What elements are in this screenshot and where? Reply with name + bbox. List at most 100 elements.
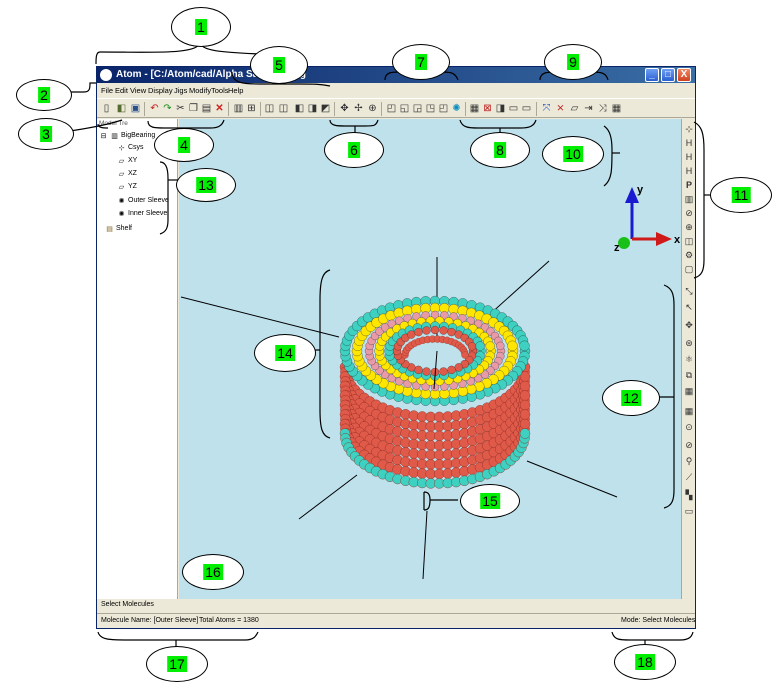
screen-icon[interactable]: ▭ [684,506,694,516]
3d-viewport[interactable]: y x z [179,119,681,599]
extrude-icon[interactable]: ⊘ [685,208,693,218]
atom-icon[interactable]: ⚛ [684,354,694,364]
atom [422,367,431,376]
redo-icon[interactable]: ↷ [163,103,172,114]
atom [480,323,490,332]
zoom-icon[interactable]: ✥ [340,103,349,114]
tree-item-shelf[interactable]: ▤ Shelf [105,225,132,234]
view-icon[interactable]: ◨ [307,103,318,114]
revolve-icon[interactable]: ⊕ [685,222,693,232]
delete-icon[interactable]: ✕ [215,103,224,114]
view-icon[interactable]: ◧ [294,103,305,114]
select-atoms-icon[interactable]: ⊹ [685,124,693,134]
grid-icon[interactable]: ⊠ [483,103,492,114]
tree-item-csys[interactable]: ⊹ Csys [117,144,144,153]
molecule-icon: ✺ [118,198,125,205]
color-icon[interactable]: ▚ [685,490,693,500]
menu-view[interactable]: View [130,86,147,95]
grid-icon[interactable]: ▭ [521,103,532,114]
fuse-icon[interactable]: ⊘ [685,440,693,450]
rotate-icon[interactable]: ⊕ [368,103,377,114]
select-icon[interactable]: ↖ [685,302,693,312]
gear-icon[interactable]: ⚙ [684,250,694,260]
menu-display[interactable]: Display [148,86,173,95]
jig-icon[interactable]: ▦ [611,103,622,114]
ruler-icon[interactable]: ⟋ [685,472,693,482]
tree-item-label: XZ [128,170,137,177]
view-icon[interactable]: ◫ [278,103,289,114]
close-button[interactable]: X [677,68,691,82]
csys-icon: ⊹ [118,145,125,152]
menu-tools[interactable]: Tools [211,86,229,95]
rotate-icon[interactable]: ⊛ [685,338,693,348]
tree-item-xy[interactable]: ▱ XY [117,157,138,166]
h-icon[interactable]: H [685,166,693,176]
atom [430,325,440,335]
atom [447,365,456,375]
maximize-button[interactable]: □ [661,68,675,82]
menu-edit[interactable]: Edit [115,86,128,95]
p-icon[interactable]: P [685,180,692,190]
display-style-icon[interactable]: ◲ [412,103,423,114]
grid-icon[interactable]: ◨ [495,103,506,114]
tree-item-yz[interactable]: ▱ YZ [117,183,137,192]
atom [486,366,495,375]
part-icon[interactable]: ▥ [233,103,244,114]
undo-icon[interactable]: ↶ [150,103,159,114]
cookie-icon[interactable]: ▥ [684,194,694,204]
bond-icon[interactable]: ▦ [684,386,694,396]
tree-item-xz[interactable]: ▱ XZ [117,170,137,179]
jig-icon[interactable]: ⤨ [598,103,607,114]
atom [467,342,477,351]
new-file-icon[interactable]: ▯ [103,103,110,114]
pan-icon[interactable]: ✢ [354,103,363,114]
atom [519,428,531,439]
jig-icon[interactable]: ▱ [570,103,579,114]
atom [507,340,518,351]
tree-item-bigbearing[interactable]: ⊟ ▥ BigBearing [99,132,156,141]
open-file-icon[interactable]: ◧ [116,103,127,114]
jig-icon[interactable]: ⨯ [556,103,565,114]
h-icon[interactable]: H [685,152,693,162]
sleeve-icon[interactable]: ◫ [684,236,694,246]
move-icon[interactable]: ⤡ [685,286,693,296]
command-line: Select Molecules [101,601,154,608]
tree-item-label: Shelf [116,225,132,232]
measure-icon[interactable]: ⊞ [247,103,256,114]
tree-item-inner-sleeve[interactable]: ✺ Inner Sleeve [117,210,168,219]
menu-file[interactable]: File [101,86,114,95]
bearing-model[interactable]: y x z [179,119,681,599]
menu-help[interactable]: Help [228,86,244,95]
h-icon[interactable]: H [685,138,693,148]
menu-jigs[interactable]: Jigs [174,86,188,95]
translate-icon[interactable]: ✥ [685,320,693,330]
fuse-icon[interactable]: ⚲ [685,456,693,466]
display-style-icon[interactable]: ◱ [399,103,410,114]
display-style-icon[interactable]: ✺ [452,103,461,114]
jig-icon[interactable]: ⇥ [584,103,593,114]
grid-icon[interactable]: ▦ [684,406,694,416]
box-icon[interactable]: ▢ [684,264,694,274]
cut-icon[interactable]: ✂ [176,103,185,114]
display-style-icon[interactable]: ◰ [386,103,397,114]
paste-icon[interactable]: ▤ [201,103,212,114]
save-icon[interactable]: ▣ [130,103,141,114]
atom [430,382,440,392]
view-icon[interactable]: ◫ [264,103,275,114]
grid-icon[interactable]: ▦ [469,103,480,114]
collapse-icon[interactable]: ⊟ [100,133,107,140]
fuse-icon[interactable]: ⊙ [685,422,693,432]
minimize-button[interactable]: _ [645,68,659,82]
z-axis-arrow [618,237,630,249]
move-icon[interactable]: ⧉ [685,370,693,380]
display-style-icon[interactable]: ◰ [438,103,449,114]
grid-icon[interactable]: ▭ [508,103,519,114]
copy-icon[interactable]: ❐ [189,103,198,114]
view-icon[interactable]: ◩ [320,103,331,114]
callout-4: 4 [154,128,214,162]
jig-icon[interactable]: ⤧ [542,103,551,114]
tree-item-outer-sleeve[interactable]: ✺ Outer Sleeve [117,197,169,206]
menu-modify[interactable]: Modify [189,86,212,95]
display-style-icon[interactable]: ◳ [425,103,436,114]
